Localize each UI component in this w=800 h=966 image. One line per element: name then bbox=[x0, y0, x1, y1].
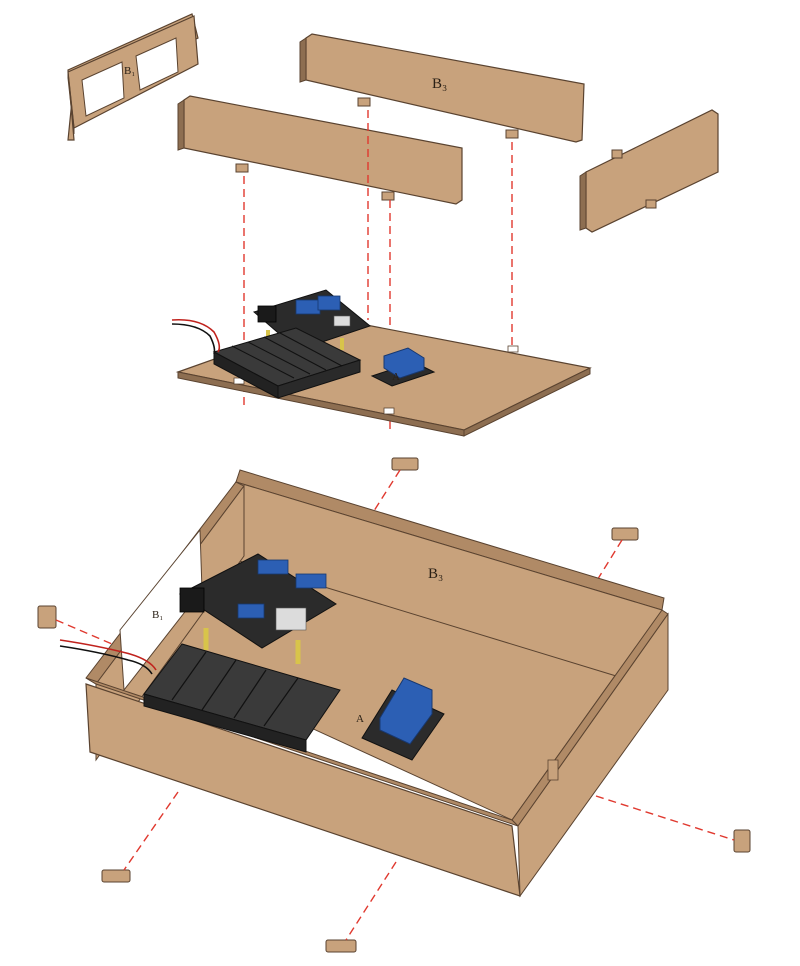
panel-label-b3-back: B₃ bbox=[432, 76, 447, 92]
panel-label-b1-top: B₁ bbox=[124, 65, 135, 77]
box-back-wall: B₃ bbox=[235, 469, 665, 691]
peg-bottom-center bbox=[325, 939, 357, 953]
relay-mark-top: A bbox=[392, 371, 400, 383]
side-panel-top-left: B₁ bbox=[67, 13, 199, 141]
box-label-b3: B₃ bbox=[428, 566, 443, 582]
battery-holder-top bbox=[212, 327, 362, 399]
peg-bottom-left bbox=[101, 869, 131, 883]
guide-lines-bottom bbox=[55, 469, 735, 941]
control-board-bottom bbox=[179, 553, 337, 664]
connector-pegs bbox=[37, 457, 751, 953]
peg-right-top bbox=[611, 527, 639, 541]
side-panel-top-right bbox=[579, 109, 719, 233]
wire-pair-bottom bbox=[59, 639, 157, 675]
relay-module-bottom: A bbox=[356, 677, 445, 761]
battery-holder-bottom bbox=[143, 643, 341, 753]
wire-pair-top bbox=[171, 318, 221, 355]
back-long-panel: B₃ bbox=[299, 33, 585, 143]
box-left-wall: B₁ bbox=[85, 481, 245, 762]
box-label-b1: B₁ bbox=[152, 609, 163, 621]
peg-left bbox=[37, 605, 57, 629]
peg-right-bottom bbox=[733, 829, 751, 853]
relay-mark-bottom: A bbox=[356, 713, 364, 725]
relay-module-top: A bbox=[370, 347, 436, 387]
front-long-panel bbox=[177, 95, 463, 205]
peg-top bbox=[391, 457, 419, 471]
